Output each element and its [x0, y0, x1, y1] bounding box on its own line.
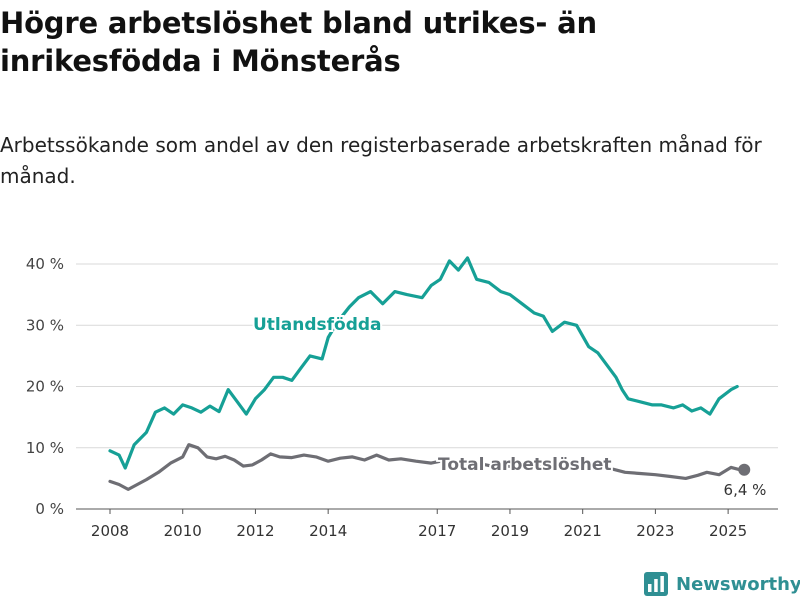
- x-tick-label: 2019: [491, 522, 529, 540]
- series-label-foreign-born: Utlandsfödda: [253, 315, 382, 335]
- brand-name: Newsworthy: [676, 573, 800, 595]
- axes: 0 % 10 % 20 % 30 % 40 % 2008 2010 2012 2014 2017 2…: [26, 255, 778, 540]
- series-lines: [108, 256, 742, 491]
- y-tick-label: 10 %: [26, 439, 64, 457]
- x-tick-label: 2010: [164, 522, 202, 540]
- x-tick-label: 2012: [236, 522, 274, 540]
- y-tick-label: 40 %: [26, 255, 64, 273]
- brand-footer: Newsworthy: [644, 569, 800, 599]
- chart-title: Högre arbetslöshet bland utrikes- än inr…: [0, 6, 597, 78]
- end-value-label: 6,4 %: [724, 481, 767, 499]
- x-tick-label: 2021: [564, 522, 602, 540]
- x-tick-label: 2017: [418, 522, 456, 540]
- series-line-total: [108, 443, 742, 491]
- x-tick-label: 2023: [636, 522, 674, 540]
- y-tick-label: 20 %: [26, 378, 64, 396]
- x-tick-label: 2008: [91, 522, 129, 540]
- x-tick-label: 2025: [709, 522, 747, 540]
- bar-chart-logo-icon: [644, 572, 668, 596]
- y-tick-label: 0 %: [35, 500, 64, 518]
- series-label-total: Total arbetslöshet: [438, 455, 612, 475]
- series-line-foreign-born: [108, 256, 739, 470]
- chart-subtitle: Arbetssökande som andel av den registerb…: [0, 133, 762, 188]
- x-tick-label: 2014: [309, 522, 347, 540]
- y-tick-label: 30 %: [26, 316, 64, 334]
- end-point-marker: [738, 463, 751, 476]
- series-labels: Utlandsfödda Total arbetslöshet 6,4 %: [251, 313, 767, 499]
